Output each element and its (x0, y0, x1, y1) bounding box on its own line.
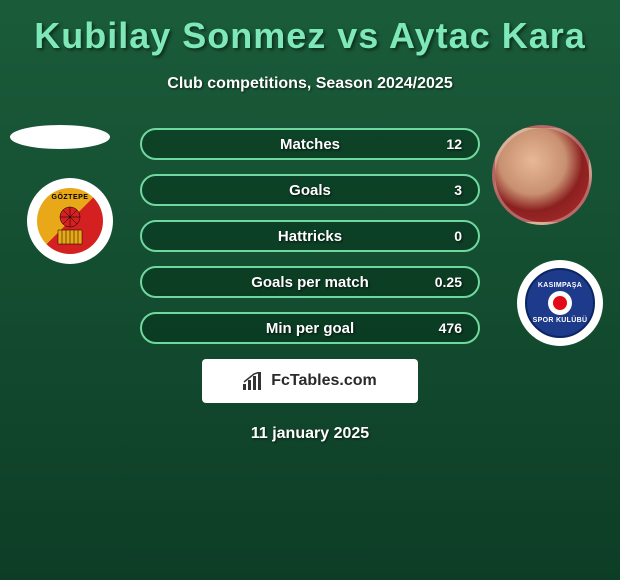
stat-row-min-per-goal: Min per goal 476 (140, 312, 480, 344)
page-title: Kubilay Sonmez vs Aytac Kara (20, 15, 600, 57)
player-right-avatar (492, 125, 592, 225)
goztepe-badge: GÖZTEPE (37, 188, 103, 254)
watermark-text: FcTables.com (271, 372, 377, 390)
kasimpasa-text-top: KASIMPAŞA (538, 282, 582, 289)
stat-label: Goals (289, 182, 331, 199)
stat-row-goals-per-match: Goals per match 0.25 (140, 266, 480, 298)
kasimpasa-badge: KASIMPAŞA SPOR KULÜBÜ (525, 268, 595, 338)
stat-right-value: 3 (432, 182, 462, 198)
stat-row-hattricks: Hattricks 0 (140, 220, 480, 252)
stat-row-matches: Matches 12 (140, 128, 480, 160)
chart-icon (243, 372, 265, 390)
stat-right-value: 0 (432, 228, 462, 244)
player-left-avatar (10, 125, 110, 149)
stat-right-value: 12 (432, 136, 462, 152)
stat-label: Min per goal (266, 320, 354, 337)
club-logo-left: GÖZTEPE (27, 178, 113, 264)
subtitle: Club competitions, Season 2024/2025 (20, 75, 600, 93)
stat-label: Hattricks (278, 228, 342, 245)
date-label: 11 january 2025 (20, 425, 600, 443)
stat-label: Goals per match (251, 274, 369, 291)
turkish-flag-icon (548, 291, 572, 315)
stat-right-value: 476 (432, 320, 462, 336)
goztepe-text: GÖZTEPE (52, 194, 89, 201)
stat-right-value: 0.25 (432, 274, 462, 290)
stat-row-goals: Goals 3 (140, 174, 480, 206)
club-logo-right: KASIMPAŞA SPOR KULÜBÜ (517, 260, 603, 346)
stat-label: Matches (280, 136, 340, 153)
kasimpasa-text-bottom: SPOR KULÜBÜ (533, 317, 588, 324)
watermark: FcTables.com (202, 359, 418, 403)
